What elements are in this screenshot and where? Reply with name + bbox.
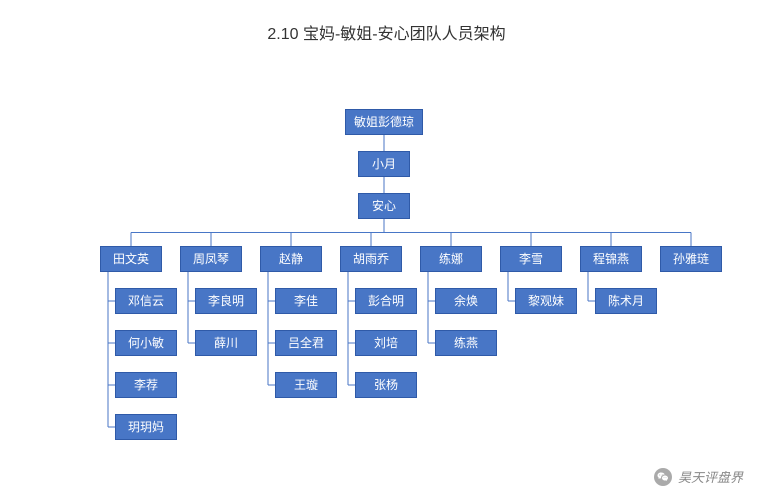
node-l3_2-child-0: 李佳 — [275, 288, 337, 314]
node-l3_3-child-2: 张杨 — [355, 372, 417, 398]
node-l3_3-child-0: 彭合明 — [355, 288, 417, 314]
node-l3-4: 练娜 — [420, 246, 482, 272]
node-l3_0-child-3: 玥玥妈 — [115, 414, 177, 440]
org-chart: 敏姐彭德琼小月安心田文英周凤琴赵静胡雨乔练娜李雪程锦燕孙雅琏邓信云何小敏李荐玥玥… — [0, 54, 773, 474]
node-l3_1-child-0: 李良明 — [195, 288, 257, 314]
node-l3_0-child-2: 李荐 — [115, 372, 177, 398]
node-l3-3: 胡雨乔 — [340, 246, 402, 272]
node-l3-1: 周凤琴 — [180, 246, 242, 272]
node-l3-2: 赵静 — [260, 246, 322, 272]
wechat-icon — [654, 468, 672, 486]
node-l3_2-child-1: 吕全君 — [275, 330, 337, 356]
node-l3_4-child-0: 余焕 — [435, 288, 497, 314]
node-top-0: 敏姐彭德琼 — [345, 109, 423, 135]
page-title: 2.10 宝妈-敏姐-安心团队人员架构 — [0, 0, 773, 54]
watermark-text: 昊天评盘界 — [678, 467, 743, 486]
node-l3-7: 孙雅琏 — [660, 246, 722, 272]
node-l3-5: 李雪 — [500, 246, 562, 272]
node-l3_6-child-0: 陈术月 — [595, 288, 657, 314]
node-l3-6: 程锦燕 — [580, 246, 642, 272]
node-l3_0-child-0: 邓信云 — [115, 288, 177, 314]
node-top-2: 安心 — [358, 193, 410, 219]
watermark: 昊天评盘界 — [654, 467, 743, 486]
node-l3_2-child-2: 王璇 — [275, 372, 337, 398]
node-l3_5-child-0: 黎观妹 — [515, 288, 577, 314]
node-top-1: 小月 — [358, 151, 410, 177]
node-l3_1-child-1: 薛川 — [195, 330, 257, 356]
node-l3_4-child-1: 练燕 — [435, 330, 497, 356]
node-l3-0: 田文英 — [100, 246, 162, 272]
node-l3_0-child-1: 何小敏 — [115, 330, 177, 356]
node-l3_3-child-1: 刘培 — [355, 330, 417, 356]
